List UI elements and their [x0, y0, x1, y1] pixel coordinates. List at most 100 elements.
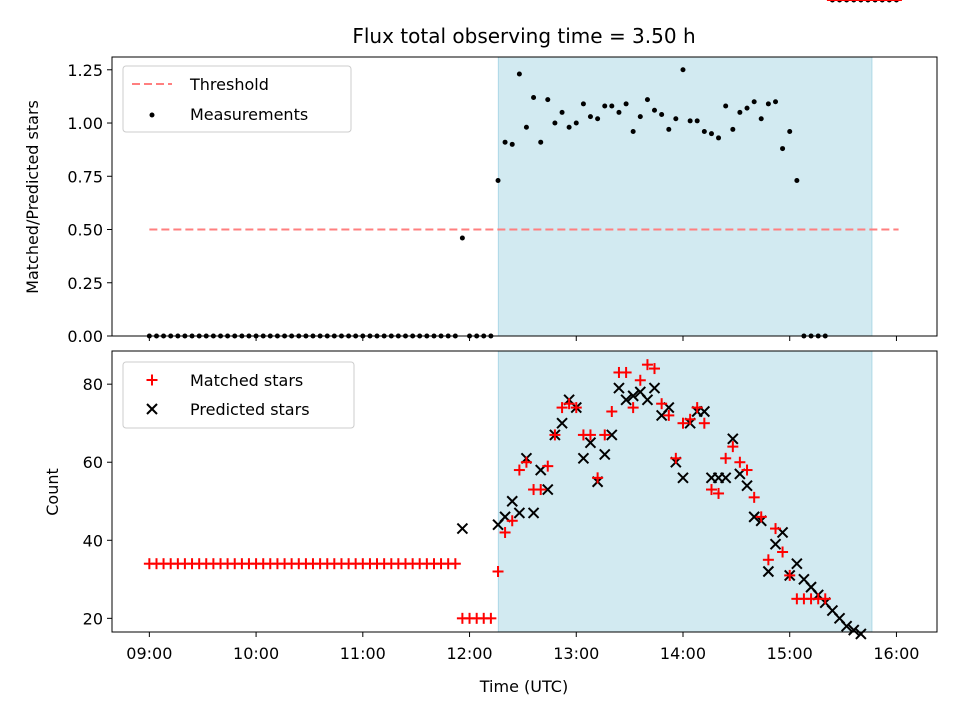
bottom-x-axis: 09:00 10:00 11:00 12:00 13:00 14:00 15:00 16:00: [126, 632, 919, 663]
matched-star-point: [691, 402, 703, 414]
matched-star-point: [641, 359, 653, 371]
x-marker-b: [748, 511, 760, 523]
measurement-point: [680, 67, 686, 73]
legend-plus-marker: [146, 374, 158, 386]
x-marker-b: [634, 386, 647, 398]
predicted-star-point: [840, 620, 853, 632]
predicted-star-point: [577, 452, 590, 465]
predicted-star-point: [855, 628, 867, 640]
matched-star-point: [520, 456, 532, 468]
x-tick-label: 14:00: [660, 644, 706, 663]
measurement-point: [716, 135, 722, 141]
legend-x-marker: [146, 403, 158, 415]
x-tick-label: 10:00: [233, 644, 279, 663]
top-legend: Threshold Measurements: [122, 65, 352, 133]
matched-star-point: [599, 429, 611, 441]
measurement-point: [708, 131, 714, 137]
matched-star-point: [542, 460, 554, 472]
top-y-axis: 0.00 0.25 0.50 0.75 1.00 1.25: [67, 61, 112, 346]
predicted-star-point: [677, 472, 689, 484]
measurement-point: [609, 103, 615, 109]
measurement-point: [666, 126, 672, 132]
x-marker-b: [506, 495, 518, 507]
matched-star-point: [663, 409, 675, 421]
measurement-point: [730, 126, 736, 132]
matched-star-point: [698, 417, 710, 429]
legend-threshold-label: Threshold: [189, 75, 269, 94]
x-tick-label: 15:00: [767, 644, 813, 663]
measurement-point: [773, 99, 779, 105]
x-marker-b: [791, 557, 803, 570]
x-marker-b: [798, 573, 810, 586]
measurement-point: [630, 129, 636, 135]
bottom-y-axis: 20 40 60 80: [83, 375, 112, 628]
x-marker-b: [499, 511, 511, 523]
bottom-legend: Matched stars Predicted stars: [122, 361, 355, 429]
predicted-star-point: [513, 507, 526, 519]
top-legend-box: [122, 65, 352, 133]
matched-star-point: [670, 452, 682, 464]
matched-star-point: [741, 464, 753, 476]
bottom-plot-frame: [111, 350, 938, 633]
x-tick-label: 09:00: [126, 644, 172, 663]
matched-star-point: [506, 515, 518, 527]
matched-star-point: [755, 511, 767, 523]
matched-star-point: [620, 366, 632, 378]
observing-interval-shade-bottom: [497, 350, 873, 633]
bottom-y-tick-label: 20: [83, 609, 103, 628]
matched-star-point: [762, 554, 774, 566]
measurement-point: [459, 235, 465, 241]
x-marker-b: [456, 522, 469, 535]
matched-star-point: [592, 472, 604, 484]
measurement-point: [659, 112, 665, 118]
x-marker-b: [677, 472, 689, 484]
top-y-axis-label: Matched/Predicted stars: [23, 100, 42, 294]
matched-star-point: [770, 523, 782, 535]
measurement-point: [545, 97, 551, 103]
matched-stars-series: [143, 0, 902, 624]
measurement-point: [701, 129, 707, 135]
matched-star-point: [819, 593, 831, 605]
measurement-point: [737, 109, 743, 115]
top-y-tick-label: 0.75: [67, 167, 103, 186]
measurement-point: [794, 178, 800, 184]
matched-star-point: [492, 566, 504, 578]
matched-star-point: [563, 398, 575, 410]
measurement-point: [516, 71, 522, 77]
matched-star-point: [784, 569, 796, 581]
matched-star-point: [705, 484, 717, 496]
x-marker-b: [741, 479, 753, 492]
matched-star-point: [734, 456, 746, 468]
x-marker-b: [613, 382, 625, 394]
matched-star-point: [677, 417, 689, 429]
measurement-point: [538, 139, 544, 145]
measurement-point: [587, 114, 593, 120]
x-marker-b: [556, 417, 568, 429]
measurement-point: [637, 114, 643, 120]
x-marker-b: [584, 437, 597, 449]
x-marker-b: [805, 581, 817, 593]
measurement-point: [531, 94, 537, 100]
predicted-star-point: [769, 538, 782, 550]
matched-star-point: [684, 413, 696, 425]
x-marker-b: [513, 507, 526, 519]
x-marker-b: [641, 394, 654, 406]
bottom-legend-box: [122, 361, 355, 429]
observing-interval-shade-top: [497, 56, 873, 337]
top-y-tick-label: 1.00: [67, 114, 103, 133]
predicted-star-point: [641, 394, 654, 406]
measurement-point: [580, 101, 586, 107]
matched-star-point: [584, 429, 596, 441]
measurement-point: [644, 97, 650, 103]
x-marker-b: [762, 565, 775, 578]
x-marker-b: [542, 483, 554, 496]
measurement-point: [623, 101, 629, 107]
top-y-tick-label: 1.25: [67, 61, 103, 80]
measurement-point: [751, 99, 757, 105]
x-marker-b: [719, 472, 732, 484]
predicted-star-point: [584, 437, 597, 449]
top-panel: 0.00 0.25 0.50 0.75 1.00 1.25 Matched/Predict…: [23, 0, 938, 346]
bottom-y-tick-label: 80: [83, 375, 103, 394]
x-axis-label: Time (UTC): [479, 677, 568, 696]
measurement-point: [758, 116, 764, 122]
